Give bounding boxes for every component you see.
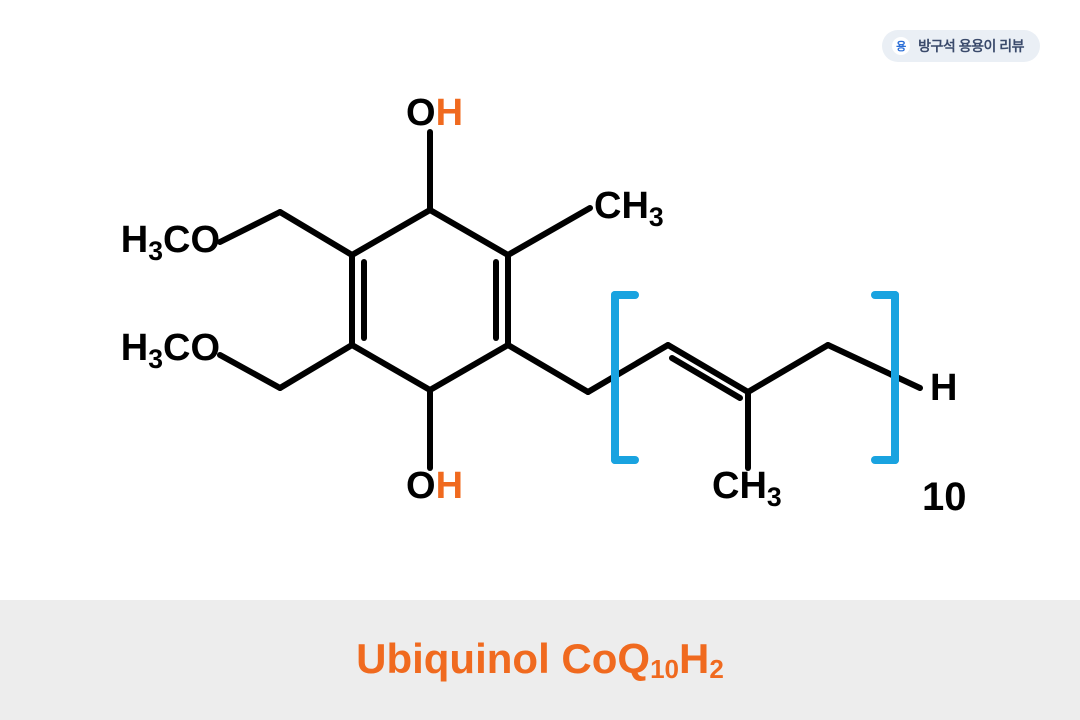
methoxy-bot-seg2 [220,355,280,388]
diagram-canvas: 용 방구석 용용이 리뷰 OHOHH3COH3COCH3CH3H10 Ubiqu… [0,0,1080,720]
to-ch3-top [508,208,590,255]
ch3-top-label: CH3 [594,185,664,232]
title-main2: H [679,635,709,682]
methoxy-top-seg1 [280,212,352,255]
repeat-count-label: 10 [922,475,967,519]
oh-top-label: OH [406,92,463,134]
ch3-iso-label: CH3 [712,465,782,512]
h3co-bot-label: H3CO [121,327,220,374]
ring-bond [352,210,430,255]
title-sub1: 10 [650,654,679,684]
chain5 [828,345,920,388]
compound-title: Ubiquinol CoQ10H2 [356,635,724,685]
methoxy-top-seg2 [220,212,280,242]
methoxy-bot-seg1 [280,345,352,388]
ring-bond [352,345,430,390]
chain3 [668,345,748,392]
ring-bond [430,345,508,390]
chain2 [588,345,668,392]
h3co-top-label: H3CO [121,219,220,266]
ring-bond [430,210,508,255]
title-footer: Ubiquinol CoQ10H2 [0,600,1080,720]
molecule-structure: OH OH H3CO H3CO CH3 CH3 H 10 [60,40,1020,570]
chain1 [508,345,588,392]
h-terminal-label: H [930,367,957,409]
chain4 [748,345,828,392]
title-sub2: 2 [709,654,723,684]
title-main: Ubiquinol CoQ [356,635,650,682]
oh-bot-label: OH [406,465,463,507]
